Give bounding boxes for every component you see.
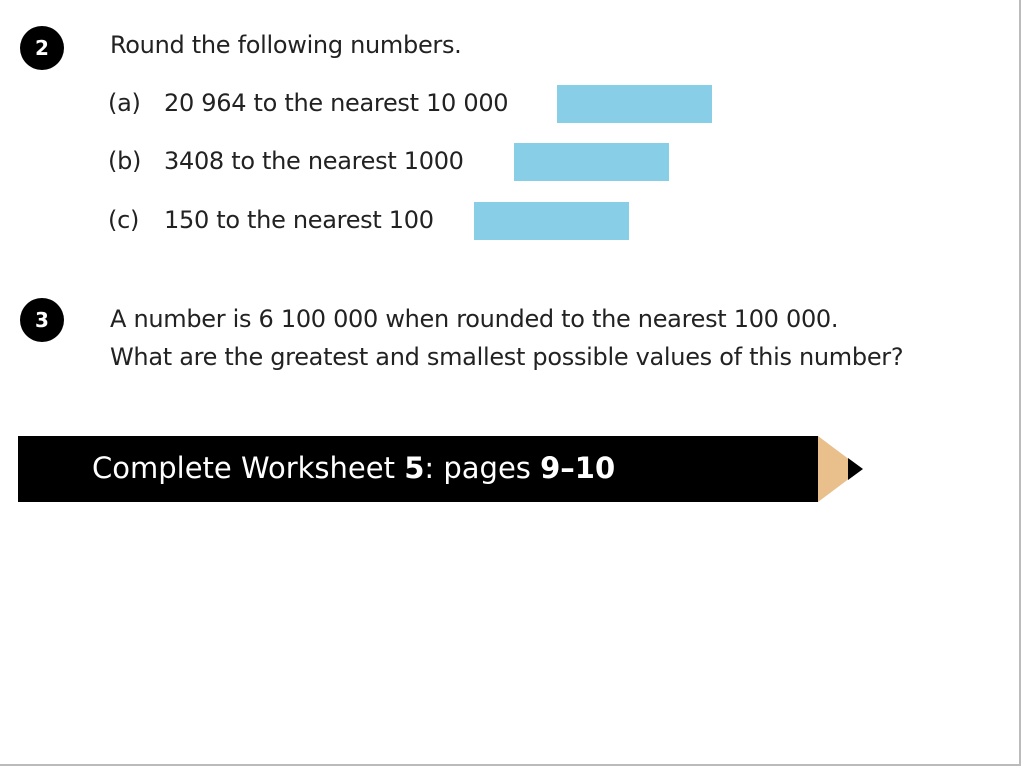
item-c-text: 150 to the nearest 100: [164, 206, 434, 234]
item-a-text: 20 964 to the nearest 10 000: [164, 89, 509, 117]
banner-worksheet-number: 5: [404, 451, 425, 485]
worksheet-banner: Complete Worksheet 5: pages 9–10: [18, 436, 818, 502]
item-c-label: (c): [108, 206, 140, 234]
answer-box-c[interactable]: [474, 202, 629, 240]
question-3-line1: A number is 6 100 000 when rounded to th…: [110, 305, 839, 333]
banner-middle: : pages: [424, 451, 541, 485]
question-3-badge: 3: [20, 298, 64, 342]
question-2-badge: 2: [20, 26, 64, 70]
question-3-line2: What are the greatest and smallest possi…: [110, 343, 904, 371]
question-2-prompt: Round the following numbers.: [110, 31, 462, 59]
item-a-label: (a): [108, 89, 141, 117]
pencil-point-icon: [848, 458, 863, 480]
banner-prefix: Complete Worksheet: [92, 451, 405, 485]
answer-box-a[interactable]: [557, 85, 712, 123]
banner-pages: 9–10: [540, 451, 616, 485]
answer-box-b[interactable]: [514, 143, 669, 181]
banner-text: Complete Worksheet 5: pages 9–10: [92, 451, 615, 485]
item-b-text: 3408 to the nearest 1000: [164, 147, 464, 175]
item-b-label: (b): [108, 147, 142, 175]
